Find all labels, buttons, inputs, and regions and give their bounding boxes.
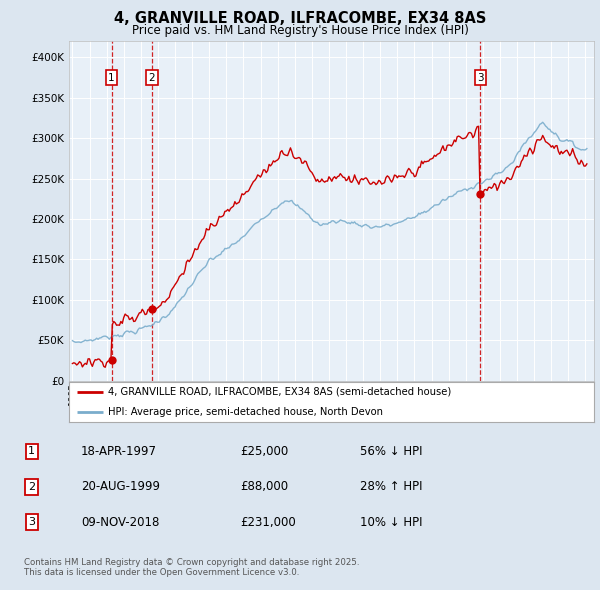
Text: 3: 3 <box>28 517 35 527</box>
Text: Price paid vs. HM Land Registry's House Price Index (HPI): Price paid vs. HM Land Registry's House … <box>131 24 469 37</box>
Text: 4, GRANVILLE ROAD, ILFRACOMBE, EX34 8AS (semi-detached house): 4, GRANVILLE ROAD, ILFRACOMBE, EX34 8AS … <box>109 387 452 396</box>
Text: Contains HM Land Registry data © Crown copyright and database right 2025.
This d: Contains HM Land Registry data © Crown c… <box>24 558 359 577</box>
Text: 2: 2 <box>148 73 155 83</box>
Text: £25,000: £25,000 <box>240 445 288 458</box>
Text: HPI: Average price, semi-detached house, North Devon: HPI: Average price, semi-detached house,… <box>109 407 383 417</box>
Text: 10% ↓ HPI: 10% ↓ HPI <box>360 516 422 529</box>
Text: 09-NOV-2018: 09-NOV-2018 <box>81 516 160 529</box>
Text: 1: 1 <box>108 73 115 83</box>
Text: 28% ↑ HPI: 28% ↑ HPI <box>360 480 422 493</box>
Text: 1: 1 <box>28 447 35 456</box>
Text: 56% ↓ HPI: 56% ↓ HPI <box>360 445 422 458</box>
Text: 3: 3 <box>477 73 484 83</box>
Text: 2: 2 <box>28 482 35 491</box>
Text: £231,000: £231,000 <box>240 516 296 529</box>
Text: 20-AUG-1999: 20-AUG-1999 <box>81 480 160 493</box>
Text: 18-APR-1997: 18-APR-1997 <box>81 445 157 458</box>
Text: £88,000: £88,000 <box>240 480 288 493</box>
Text: 4, GRANVILLE ROAD, ILFRACOMBE, EX34 8AS: 4, GRANVILLE ROAD, ILFRACOMBE, EX34 8AS <box>114 11 486 25</box>
